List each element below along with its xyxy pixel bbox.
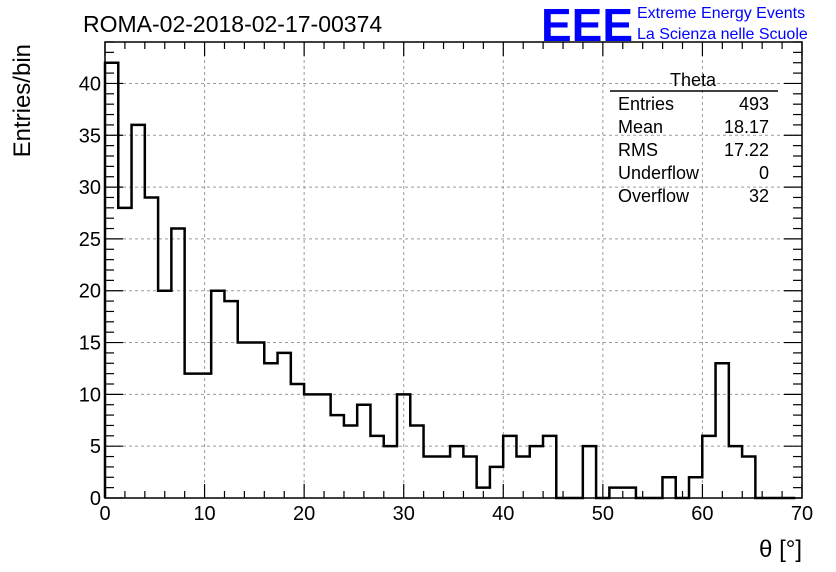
x-tick-labels: 0 10 20 30 40 50 60 70	[99, 503, 813, 525]
stats-row-label: Entries	[618, 94, 674, 114]
x-tick-label: 30	[393, 503, 415, 525]
stats-rows: Entries 493 Mean 18.17 RMS 17.22 Underflow 0 Ove…	[618, 94, 769, 206]
stats-row-label: Mean	[618, 117, 663, 137]
axis-ticks	[104, 41, 803, 499]
y-tick-label: 10	[79, 384, 101, 406]
x-tick-label: 50	[592, 503, 614, 525]
y-tick-label: 35	[79, 125, 101, 147]
stats-row-value: 493	[739, 94, 769, 114]
stats-row-label: Overflow	[618, 186, 690, 206]
x-tick-label: 70	[791, 503, 813, 525]
y-tick-label: 40	[79, 73, 101, 95]
stats-row-value: 17.22	[724, 140, 769, 160]
y-tick-label: 30	[79, 177, 101, 199]
y-tick-label: 5	[90, 436, 101, 458]
stats-row-value: 0	[759, 163, 769, 183]
grid	[105, 42, 802, 498]
x-axis-title: θ [°]	[759, 536, 802, 563]
stats-row-value: 18.17	[724, 117, 769, 137]
stats-title: Theta	[670, 70, 717, 90]
y-tick-label: 0	[90, 488, 101, 510]
stats-box: Theta Entries 493 Mean 18.17 RMS 17.22 Underfl…	[610, 70, 778, 206]
y-tick-labels: 0 5 10 15 20 25 30 35 40	[79, 73, 101, 510]
y-tick-label: 20	[79, 281, 101, 303]
run-title: ROMA-02-2018-02-17-00374	[83, 11, 382, 37]
x-tick-label: 20	[293, 503, 315, 525]
x-tick-label: 40	[492, 503, 514, 525]
x-tick-label: 10	[193, 503, 215, 525]
logo-line-1: Extreme Energy Events	[637, 5, 805, 22]
stats-row-label: Underflow	[618, 163, 700, 183]
y-axis-title: Entries/bin	[9, 44, 36, 157]
plot-frame	[104, 41, 803, 499]
x-tick-label: 0	[99, 503, 110, 525]
histogram-line	[103, 61, 796, 500]
y-tick-label: 15	[79, 333, 101, 355]
x-tick-label: 60	[691, 503, 713, 525]
y-tick-label: 25	[79, 229, 101, 251]
stats-row-value: 32	[749, 186, 769, 206]
stats-row-label: RMS	[618, 140, 658, 160]
eee-logo: EEE Extreme Energy Events La Scienza nel…	[541, 0, 808, 51]
logo-line-2: La Scienza nelle Scuole	[637, 26, 808, 43]
logo-mark: EEE	[541, 0, 633, 51]
